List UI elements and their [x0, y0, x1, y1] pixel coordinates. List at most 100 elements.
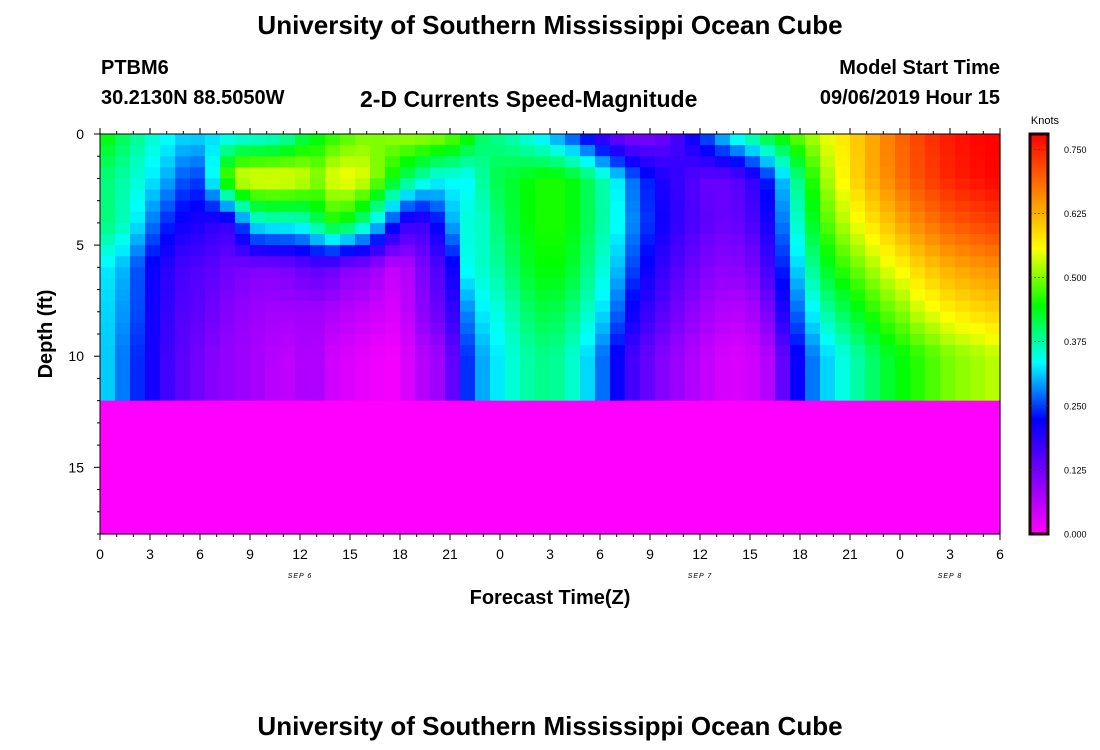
heatmap-cell [700, 489, 716, 502]
heatmap-cell [925, 422, 941, 435]
heatmap-cell [220, 134, 236, 146]
heatmap-cell [130, 311, 146, 324]
heatmap-cell [760, 345, 776, 357]
heatmap-cell [355, 289, 371, 302]
heatmap-cell [190, 378, 206, 391]
heatmap-cell [310, 356, 326, 368]
heatmap-cell [865, 422, 881, 435]
heatmap-cell [565, 356, 581, 368]
heatmap-cell [775, 422, 791, 435]
heatmap-cell [430, 256, 446, 268]
heatmap-cell [535, 267, 551, 280]
heatmap-cell [415, 234, 431, 246]
heatmap-cell [190, 234, 206, 246]
heatmap-cell [655, 278, 671, 291]
heatmap-cell [835, 289, 851, 302]
heatmap-cell [115, 267, 131, 280]
heatmap-cell [835, 322, 851, 335]
heatmap-cell [625, 489, 641, 502]
heatmap-cell [100, 278, 116, 291]
heatmap-cell [745, 345, 761, 357]
heatmap-cell [805, 322, 821, 335]
heatmap-cell [610, 456, 626, 468]
heatmap-cell [385, 167, 401, 180]
heatmap-cell [370, 145, 386, 157]
heatmap-cell [595, 511, 611, 524]
heatmap-cell [700, 222, 716, 235]
heatmap-cell [730, 134, 746, 146]
heatmap-cell [490, 211, 506, 224]
heatmap-cell [745, 300, 761, 313]
heatmap-cell [880, 422, 896, 435]
heatmap-cell [655, 289, 671, 302]
heatmap-cell [790, 345, 806, 357]
heatmap-cell [910, 411, 926, 424]
heatmap-cell [310, 245, 326, 257]
heatmap-cell [625, 267, 641, 280]
heatmap-cell [475, 134, 491, 146]
heatmap-cell [460, 489, 476, 502]
heatmap-cell [955, 267, 971, 280]
heatmap-cell [160, 211, 176, 224]
heatmap-cell [535, 289, 551, 302]
heatmap-cell [955, 200, 971, 213]
heatmap-cell [340, 411, 356, 424]
heatmap-cell [745, 145, 761, 157]
heatmap-cell [940, 400, 956, 413]
heatmap-cell [415, 456, 431, 468]
heatmap-cell [550, 522, 566, 535]
heatmap-cell [370, 422, 386, 435]
heatmap-cell [175, 167, 191, 180]
heatmap-cell [280, 234, 296, 246]
heatmap-cell [895, 211, 911, 224]
heatmap-cell [850, 445, 866, 457]
heatmap-cell [670, 267, 686, 280]
heatmap-cell [475, 411, 491, 424]
heatmap-cell [460, 511, 476, 524]
heatmap-cell [760, 389, 776, 402]
heatmap-cell [595, 522, 611, 535]
heatmap-cell [595, 256, 611, 268]
heatmap-cell [910, 434, 926, 446]
heatmap-cell [760, 411, 776, 424]
heatmap-cell [550, 267, 566, 280]
heatmap-cell [835, 367, 851, 380]
heatmap-cell [430, 178, 446, 191]
heatmap-cell [610, 345, 626, 357]
heatmap-cell [715, 200, 731, 213]
heatmap-cell [955, 489, 971, 502]
heatmap-cell [775, 434, 791, 446]
heatmap-cell [715, 156, 731, 168]
heatmap-cell [370, 434, 386, 446]
heatmap-cell [295, 511, 311, 524]
heatmap-cell [130, 345, 146, 357]
heatmap-cell [115, 511, 131, 524]
heatmap-cell [340, 322, 356, 335]
heatmap-cell [820, 389, 836, 402]
heatmap-cell [325, 300, 341, 313]
heatmap-cell [940, 167, 956, 180]
heatmap-cell [145, 345, 161, 357]
heatmap-cell [415, 189, 431, 202]
heatmap-cell [985, 389, 1001, 402]
heatmap-cell [760, 189, 776, 202]
heatmap-cell [745, 411, 761, 424]
heatmap-cell [565, 167, 581, 180]
heatmap-cell [295, 334, 311, 346]
heatmap-cell [895, 156, 911, 168]
heatmap-cell [850, 211, 866, 224]
heatmap-cell [400, 489, 416, 502]
heatmap-cell [655, 445, 671, 457]
heatmap-cell [835, 478, 851, 491]
heatmap-cell [310, 467, 326, 480]
heatmap-cell [715, 356, 731, 368]
heatmap-cell [580, 478, 596, 491]
heatmap-cell [670, 322, 686, 335]
heatmap-cell [430, 289, 446, 302]
heatmap-cell [640, 489, 656, 502]
heatmap-cell [895, 522, 911, 535]
heatmap-cell [775, 356, 791, 368]
heatmap-cell [100, 356, 116, 368]
heatmap-cell [955, 256, 971, 268]
